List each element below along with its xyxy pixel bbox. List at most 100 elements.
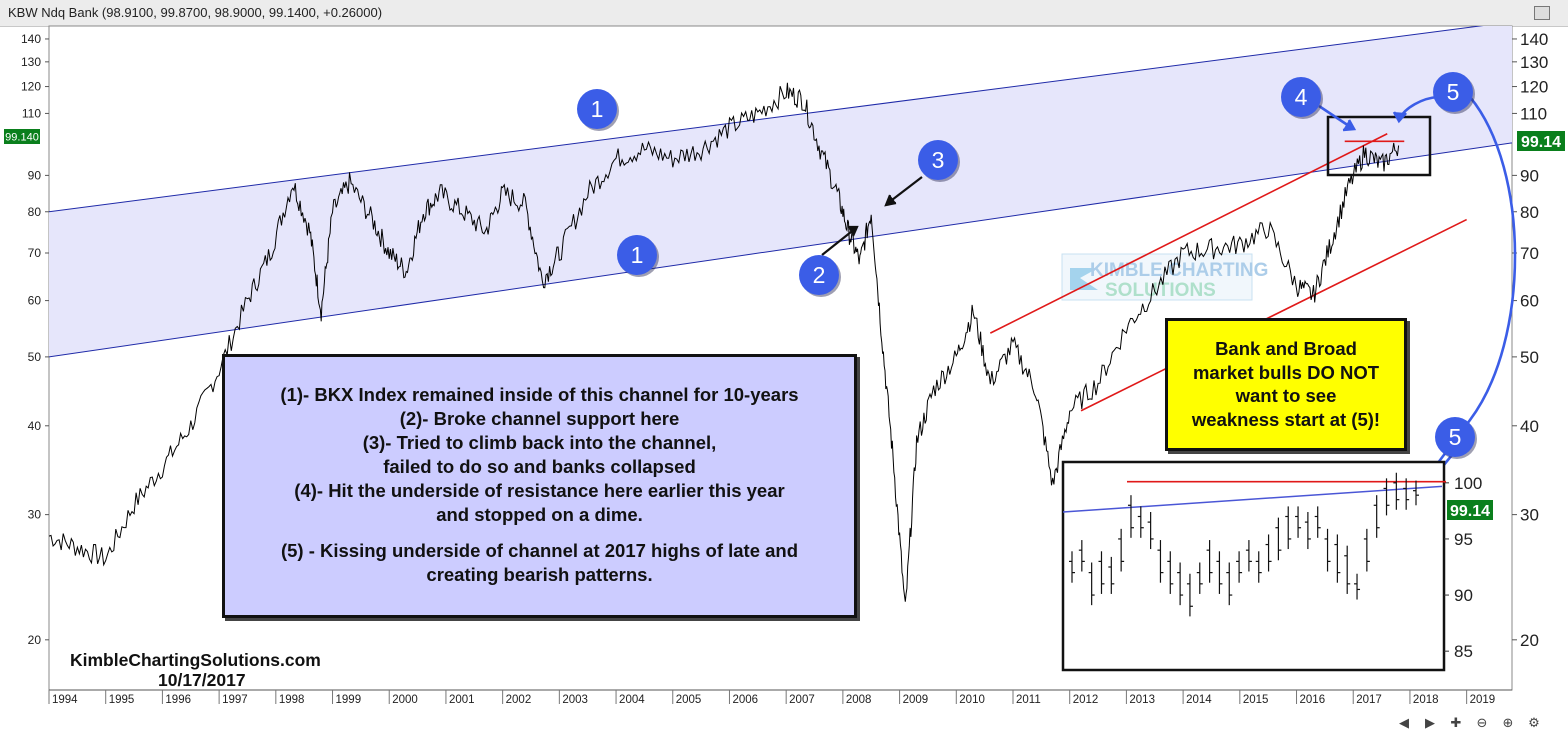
badge-5: 5	[1435, 417, 1477, 459]
x-tick-label: 2000	[392, 694, 418, 706]
last-price-right: 99.14	[1521, 134, 1561, 151]
x-tick-label: 2016	[1300, 694, 1326, 706]
x-tick-label: 2010	[959, 694, 985, 706]
inset-tick-label: 85	[1454, 642, 1473, 661]
arrow-right-icon-glyph: ▶	[1425, 716, 1435, 731]
x-tick-label: 1997	[222, 694, 248, 706]
badge-label: 3	[932, 147, 945, 173]
y-left-tick-label: 130	[21, 55, 41, 69]
arrow-badge-2	[821, 227, 857, 256]
arrow-badge-2-head	[848, 225, 859, 237]
note-line-6: and stopped on a dime.	[436, 504, 643, 525]
y-left-tick-label: 20	[28, 633, 42, 647]
inset-tick-label: 95	[1454, 530, 1473, 549]
last-price-left: 99.140	[5, 132, 39, 144]
arrow-right-icon[interactable]: ▶	[1425, 716, 1435, 731]
red-channel-lower	[1080, 218, 1467, 412]
arrow-left-icon[interactable]: ◀	[1399, 716, 1409, 731]
badge-label: 5	[1447, 79, 1460, 105]
y-right-tick-label: 130	[1520, 53, 1548, 72]
inset-chart: 85 90 95 100 99.14	[1061, 460, 1493, 672]
y-left-tick-label: 120	[21, 80, 41, 94]
x-tick-label: 2007	[789, 694, 815, 706]
note-line-8: creating bearish patterns.	[426, 564, 653, 585]
y-left-tick-label: 110	[22, 106, 41, 120]
annotation-notes-box: (1)- BKX Index remained inside of this c…	[222, 354, 857, 618]
badge-1: 1	[617, 235, 659, 277]
x-tick-label: 2006	[732, 694, 758, 706]
badge-circle	[617, 235, 657, 275]
y-left-tick-label: 70	[28, 246, 42, 260]
last-price-tag-left: 99.140	[4, 129, 40, 144]
note-line-5: (4)- Hit the underside of resistance her…	[294, 480, 785, 501]
channel-lower-line	[49, 142, 1512, 358]
y-left-tick-label: 60	[28, 294, 42, 308]
badge-label: 1	[631, 242, 644, 268]
x-tick-label: 2012	[1073, 694, 1099, 706]
credit-date: 10/17/2017	[158, 670, 246, 690]
x-tick-label: 2003	[562, 694, 588, 706]
y-left-tick-label: 30	[28, 508, 42, 522]
callout-warning-box: Bank and Broad market bulls DO NOT want …	[1165, 318, 1407, 451]
x-tick-label: 2017	[1356, 694, 1382, 706]
x-tick-label: 1999	[336, 694, 362, 706]
note-line-3: (3)- Tried to climb back into the channe…	[362, 432, 717, 453]
x-tick-label: 2011	[1016, 694, 1041, 706]
red-channel-upper	[989, 133, 1388, 334]
x-tick-label: 1994	[52, 694, 78, 706]
channel-upper-line	[49, 26, 1484, 213]
x-tick-label: 2001	[449, 694, 475, 706]
x-tick-label: 2019	[1470, 694, 1496, 706]
zoom-out-icon[interactable]: ⊖	[1477, 716, 1488, 731]
x-tick-label: 2005	[676, 694, 702, 706]
window-title: KBW Ndq Bank (98.9100, 99.8700, 98.9000,…	[8, 5, 383, 20]
y-right-tick-label: 80	[1520, 203, 1539, 222]
x-tick-label: 2004	[619, 694, 645, 706]
zoom-in-icon[interactable]: ⊕	[1503, 716, 1514, 731]
badge-circle	[918, 140, 958, 180]
arrow-badge-3-head	[884, 194, 897, 207]
y-right-tick-label: 60	[1520, 292, 1539, 311]
note-line-2: (2)- Broke channel support here	[399, 408, 680, 429]
badge-label: 1	[591, 96, 604, 122]
y-axis-left: 20 30 40 50 60 70 80 90 110 120 130 140	[21, 32, 49, 647]
note-spacer	[225, 527, 854, 539]
watermark-text-1: KIMBLE CHARTING	[1090, 260, 1268, 281]
badge-circle	[799, 255, 839, 295]
x-tick-label: 2002	[506, 694, 532, 706]
watermark-logo: KIMBLE CHARTING SOLUTIONS	[1061, 253, 1268, 301]
settings-icon[interactable]: ⚙	[1528, 716, 1540, 731]
watermark-text-2: SOLUTIONS	[1105, 280, 1216, 301]
y-right-tick-label: 90	[1520, 166, 1539, 185]
x-axis: 1994 1995 1996 1997 1998 1999 2000 2001 2002 2003…	[48, 689, 1512, 706]
y-right-tick-label: 110	[1520, 104, 1547, 123]
y-left-tick-label: 90	[28, 168, 42, 182]
inset-y-axis: 85 90 95 100	[1444, 474, 1482, 661]
chart-toolbar[interactable]: ◀ ▶ ✚ ⊖ ⊕ ⚙	[1399, 716, 1540, 731]
inset-channel-line	[1063, 485, 1442, 513]
watermark-arrow-icon	[1070, 268, 1098, 290]
highlight-box-2017	[1326, 115, 1432, 177]
window-menu-button[interactable]	[1534, 6, 1550, 20]
callout-line-2: market bulls DO NOT	[1192, 361, 1380, 383]
badge-2: 2	[799, 255, 841, 297]
inset-tick-label: 100	[1454, 474, 1482, 493]
inset-price-tag: 99.14	[1447, 500, 1493, 520]
y-left-tick-label: 40	[28, 419, 42, 433]
x-tick-label: 1995	[109, 694, 135, 706]
y-right-tick-label: 30	[1520, 506, 1539, 525]
note-line-7: (5) - Kissing underside of channel at 20…	[280, 540, 799, 561]
x-tick-label: 2008	[846, 694, 872, 706]
move-icon[interactable]: ✚	[1451, 716, 1462, 731]
arrow-badge-4-head	[1342, 119, 1357, 132]
arrow-badge-5-top-head	[1392, 111, 1407, 124]
y-right-tick-label: 70	[1520, 244, 1539, 263]
credit-site: KimbleChartingSolutions.com	[70, 650, 321, 670]
arrow-left-icon-glyph: ◀	[1399, 716, 1409, 731]
y-right-tick-label: 20	[1520, 631, 1539, 650]
price-series	[49, 82, 1400, 602]
x-tick-label: 1998	[279, 694, 305, 706]
note-line-4: failed to do so and banks collapsed	[383, 456, 696, 477]
last-price-tag-right: 99.14	[1517, 131, 1565, 151]
badge-group: 1 1 2 3 4 5 5	[577, 72, 1477, 459]
